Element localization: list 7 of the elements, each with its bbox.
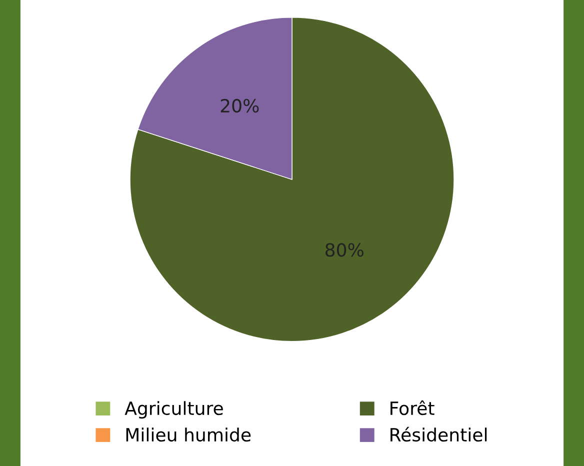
- legend-label: Agriculture: [124, 401, 223, 419]
- pie-slice: [130, 17, 454, 342]
- legend-label: Milieu humide: [126, 428, 251, 442]
- legend-label: Forêt: [390, 400, 434, 416]
- data-label: 20%: [220, 98, 259, 113]
- data-label: 80%: [326, 243, 364, 257]
- legend-label: Résidentiel: [390, 426, 487, 442]
